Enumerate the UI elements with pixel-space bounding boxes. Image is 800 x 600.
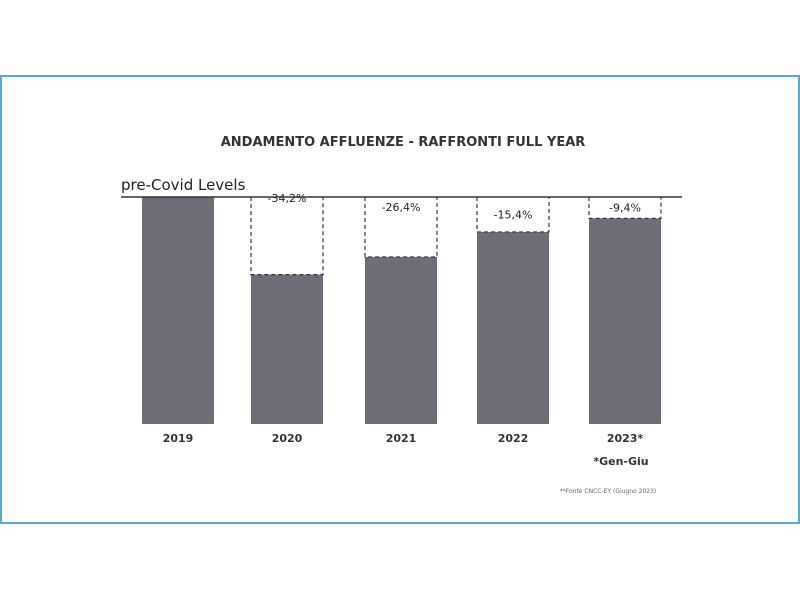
footnote-note: *Gen-Giu [593,455,648,468]
change-label-2020: -34,2% [268,192,307,205]
x-tick-2021: 2021 [386,432,417,445]
gap-outline-2020 [250,197,324,276]
x-tick-2022: 2022 [498,432,529,445]
change-label-2021: -26,4% [382,201,421,214]
gap-outline-2023 [588,197,662,219]
x-tick-2023: 2023* [607,432,644,445]
x-tick-2020: 2020 [272,432,303,445]
x-tick-2019: 2019 [163,432,194,445]
bar-2022 [477,231,549,424]
gap-outline-2022 [476,197,550,233]
chart-title: ANDAMENTO AFFLUENZE - RAFFRONTI FULL YEA… [221,135,586,150]
bar-2020 [251,274,323,424]
gap-outline-2021 [364,197,438,258]
bar-2021 [365,256,437,424]
source-note: **Fonte CNCC-EY (Giugno 2023) [560,488,657,495]
change-label-2022: -15,4% [494,208,533,221]
reference-label: pre-Covid Levels [121,176,246,194]
bar-2019 [142,197,214,424]
bars-group: 2019 -34,2% 2020 -26,4% 2021 -15,4% 2022 -9,4% 2… [142,192,662,445]
bar-2023 [589,218,661,424]
change-label-2023: -9,4% [609,202,641,215]
